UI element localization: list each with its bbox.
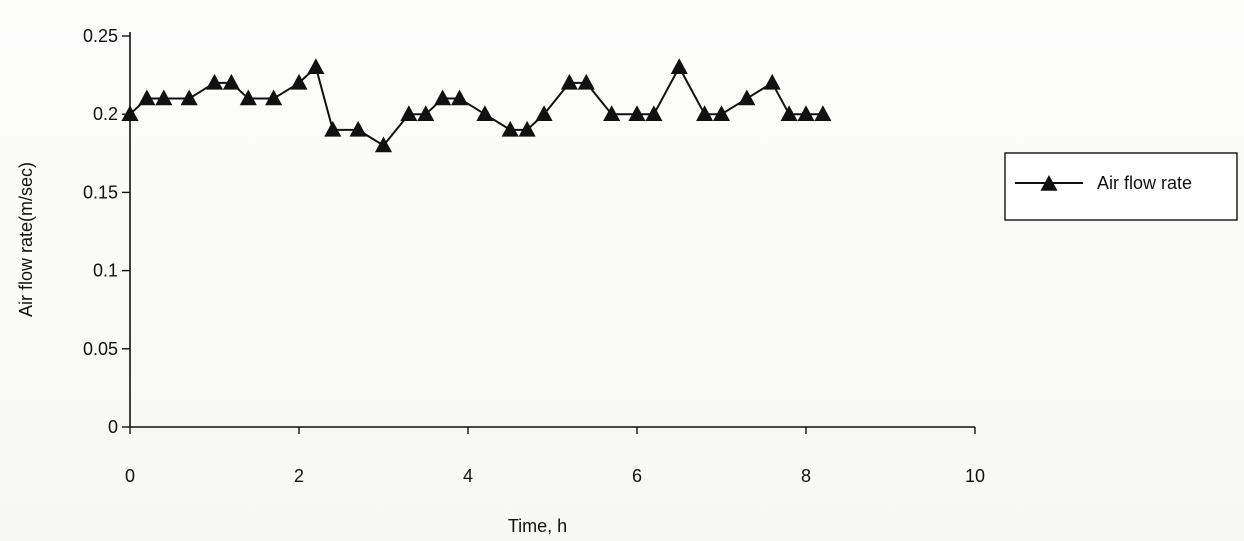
data-point-triangle-marker: [324, 120, 342, 137]
y-tick-label: 0.2: [93, 104, 118, 124]
data-point-triangle-marker: [290, 73, 308, 90]
y-ticks: 0 0.05 0.1 0.15 0.2 0.25: [83, 26, 130, 437]
x-axis-title: Time, h: [508, 516, 567, 536]
data-point-triangle-marker: [434, 89, 452, 106]
data-point-triangle-marker: [155, 89, 173, 106]
y-tick-label: 0.05: [83, 339, 118, 359]
x-tick-label: 2: [294, 466, 304, 486]
data-point-triangle-marker: [265, 89, 283, 106]
legend-triangle-marker-icon: [1040, 175, 1058, 191]
data-point-triangle-marker: [501, 120, 519, 137]
data-point-triangle-marker: [205, 73, 224, 90]
data-point-triangle-marker: [222, 73, 240, 90]
x-tick-label: 4: [463, 466, 473, 486]
data-point-triangle-marker: [738, 89, 756, 106]
legend: Air flow rate: [1004, 152, 1238, 221]
data-point-triangle-marker: [763, 73, 781, 90]
y-axis-title: Air flow rate(m/sec): [16, 162, 36, 317]
data-point-triangle-marker: [138, 89, 156, 106]
data-point-triangle-marker: [239, 89, 257, 106]
data-point-triangle-marker: [307, 58, 325, 75]
data-point-triangle-marker: [374, 136, 393, 153]
data-point-triangle-marker: [645, 105, 663, 121]
x-tick-label: 8: [801, 466, 811, 486]
data-point-triangle-marker: [670, 58, 688, 75]
y-tick-label: 0: [108, 417, 118, 437]
data-point-triangle-marker: [518, 120, 536, 137]
legend-label: Air flow rate: [1097, 173, 1192, 193]
x-ticks: 0 2 4 6 8 10: [125, 427, 985, 486]
data-point-triangle-marker: [814, 105, 832, 121]
series-line: [129, 66, 823, 147]
data-point-triangle-marker: [535, 105, 553, 121]
data-point-triangle-marker: [560, 73, 578, 90]
x-tick-label: 6: [632, 466, 642, 486]
data-point-triangle-marker: [712, 105, 731, 121]
y-tick-label: 0.25: [83, 26, 118, 46]
x-tick-label: 0: [125, 466, 135, 486]
series-layer: [121, 58, 832, 153]
data-point-triangle-marker: [417, 105, 435, 121]
data-point-triangle-marker: [400, 105, 418, 121]
data-point-triangle-marker: [121, 105, 139, 121]
y-tick-label: 0.1: [93, 261, 118, 281]
data-point-triangle-marker: [451, 89, 469, 106]
data-point-triangle-marker: [349, 120, 367, 137]
data-point-triangle-marker: [577, 73, 595, 90]
data-point-triangle-marker: [696, 105, 714, 121]
data-point-triangle-marker: [797, 105, 815, 121]
y-tick-label: 0.15: [83, 182, 118, 202]
x-tick-label: 10: [965, 466, 985, 486]
data-point-triangle-marker: [780, 105, 798, 121]
data-point-triangle-marker: [476, 105, 494, 121]
data-point-triangle-marker: [628, 105, 646, 121]
data-point-triangle-marker: [180, 89, 198, 106]
data-point-triangle-marker: [603, 105, 621, 121]
